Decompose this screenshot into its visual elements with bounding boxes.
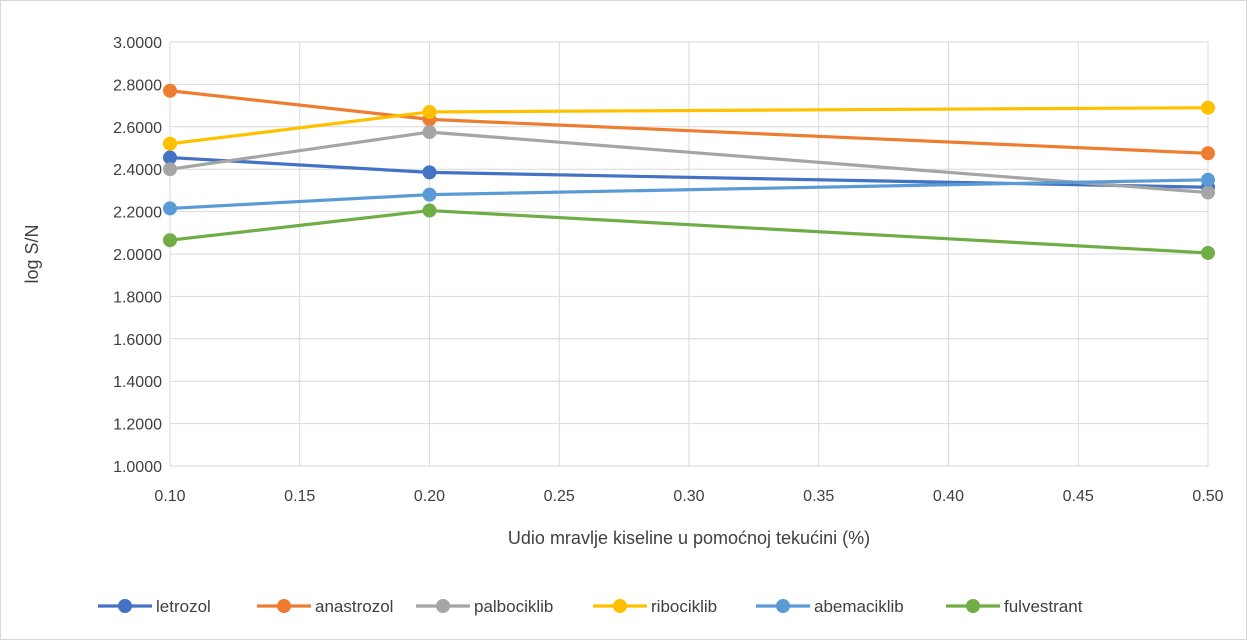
data-point [163,201,177,216]
x-tick-label: 0.20 [414,488,445,505]
x-tick-label: 0.45 [1063,488,1094,505]
data-point [163,136,177,151]
data-point [422,187,437,202]
legend-item-fulvestrant: fulvestrant [946,597,1083,616]
x-axis-ticks: 0.10 0.15 0.20 0.25 0.30 0.35 0.40 0.45 0.50 [154,488,1223,505]
y-tick-label: 1.6000 [113,332,162,349]
data-point [163,83,177,98]
x-axis-title: Udio mravlje kiseline u pomoćnoj tekućin… [508,528,870,548]
x-tick-label: 0.25 [544,488,575,505]
legend-marker [776,599,790,613]
y-tick-label: 1.4000 [113,374,162,391]
data-point [1201,245,1215,260]
data-point [1201,100,1215,115]
legend-label: abemaciklib [814,597,904,616]
series-layer [163,83,1215,260]
y-axis-ticks: 1.0000 1.2000 1.4000 1.6000 1.8000 2.0000 2.20… [113,35,162,476]
legend-item-palbociklib: palbociklib [416,597,553,616]
y-tick-label: 1.8000 [113,289,162,306]
y-axis-title: log S/N [22,224,42,283]
data-point [422,203,437,218]
x-tick-label: 0.15 [284,488,315,505]
legend-marker [436,599,450,613]
legend-item-ribociklib: ribociklib [593,597,717,616]
x-tick-label: 0.40 [933,488,964,505]
legend-item-anastrozol: anastrozol [257,597,393,616]
legend-label: anastrozol [315,597,393,616]
data-point [1201,146,1215,161]
gridlines [169,41,1209,467]
legend-marker [118,599,132,613]
y-tick-label: 2.8000 [113,77,162,94]
x-tick-label: 0.50 [1192,488,1223,505]
y-tick-label: 3.0000 [113,35,162,52]
y-tick-label: 2.0000 [113,247,162,264]
x-tick-label: 0.10 [154,488,185,505]
x-tick-label: 0.35 [803,488,834,505]
y-tick-label: 2.2000 [113,205,162,222]
series-abemaciklib [163,172,1215,216]
legend-marker [966,599,980,613]
legend: letrozol anastrozol palbociklib ribociklib a… [98,597,1083,616]
y-tick-label: 2.4000 [113,162,162,179]
y-tick-label: 2.6000 [113,120,162,137]
legend-marker [277,599,291,613]
legend-label: ribociklib [651,597,717,616]
y-tick-label: 1.2000 [113,417,162,434]
data-point [422,104,437,119]
series-ribociklib [163,100,1215,151]
data-point [422,165,437,180]
data-point [422,125,437,140]
legend-label: palbociklib [474,597,553,616]
legend-label: letrozol [156,597,211,616]
legend-marker [613,599,627,613]
legend-label: fulvestrant [1004,597,1083,616]
x-tick-label: 0.30 [673,488,704,505]
series-palbociklib [163,125,1215,200]
legend-item-abemaciklib: abemaciklib [756,597,904,616]
data-point [163,150,177,165]
legend-item-letrozol: letrozol [98,597,211,616]
data-point [1201,172,1215,187]
series-fulvestrant [163,203,1215,260]
data-point [163,233,177,248]
data-point [163,162,177,177]
y-tick-label: 1.0000 [113,459,162,476]
data-point [1201,185,1215,200]
